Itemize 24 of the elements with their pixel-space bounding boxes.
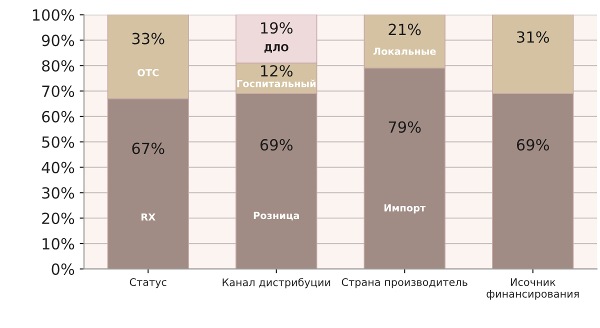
text: 19% ДЛО bbox=[261, 22, 293, 53]
x-tick-label: Канал дистрибуции bbox=[222, 278, 330, 288]
y-tick-label: 100% bbox=[32, 9, 74, 21]
text: 69% Розница bbox=[254, 139, 299, 220]
y-tick-label: 20% bbox=[42, 212, 74, 224]
y-tick-label: 40% bbox=[42, 162, 74, 174]
y-tick-label: 70% bbox=[42, 85, 74, 98]
data-label: 31% bbox=[517, 31, 550, 43]
x-tick-label: Исочник финансирования bbox=[486, 278, 579, 300]
y-tick-label: 90% bbox=[42, 34, 74, 46]
x-tick-label: Страна производитель bbox=[342, 278, 468, 288]
y-tick-label: 60% bbox=[42, 110, 74, 122]
x-tick-label: Статус bbox=[130, 278, 166, 288]
data-label: 69% bbox=[516, 139, 550, 151]
text: 33% OTC bbox=[132, 32, 164, 76]
text: 79% Импорт bbox=[384, 121, 426, 214]
y-tick-label: 50% bbox=[42, 136, 74, 148]
text: 21% Локальные bbox=[373, 24, 436, 55]
y-tick-label: 30% bbox=[42, 187, 74, 199]
text: 12% Госпитальный bbox=[237, 65, 316, 88]
y-tick-label: 0% bbox=[52, 263, 74, 275]
y-tick-label: 80% bbox=[42, 60, 74, 72]
y-tick-label: 10% bbox=[42, 238, 74, 250]
text: 67% RX bbox=[132, 142, 164, 221]
